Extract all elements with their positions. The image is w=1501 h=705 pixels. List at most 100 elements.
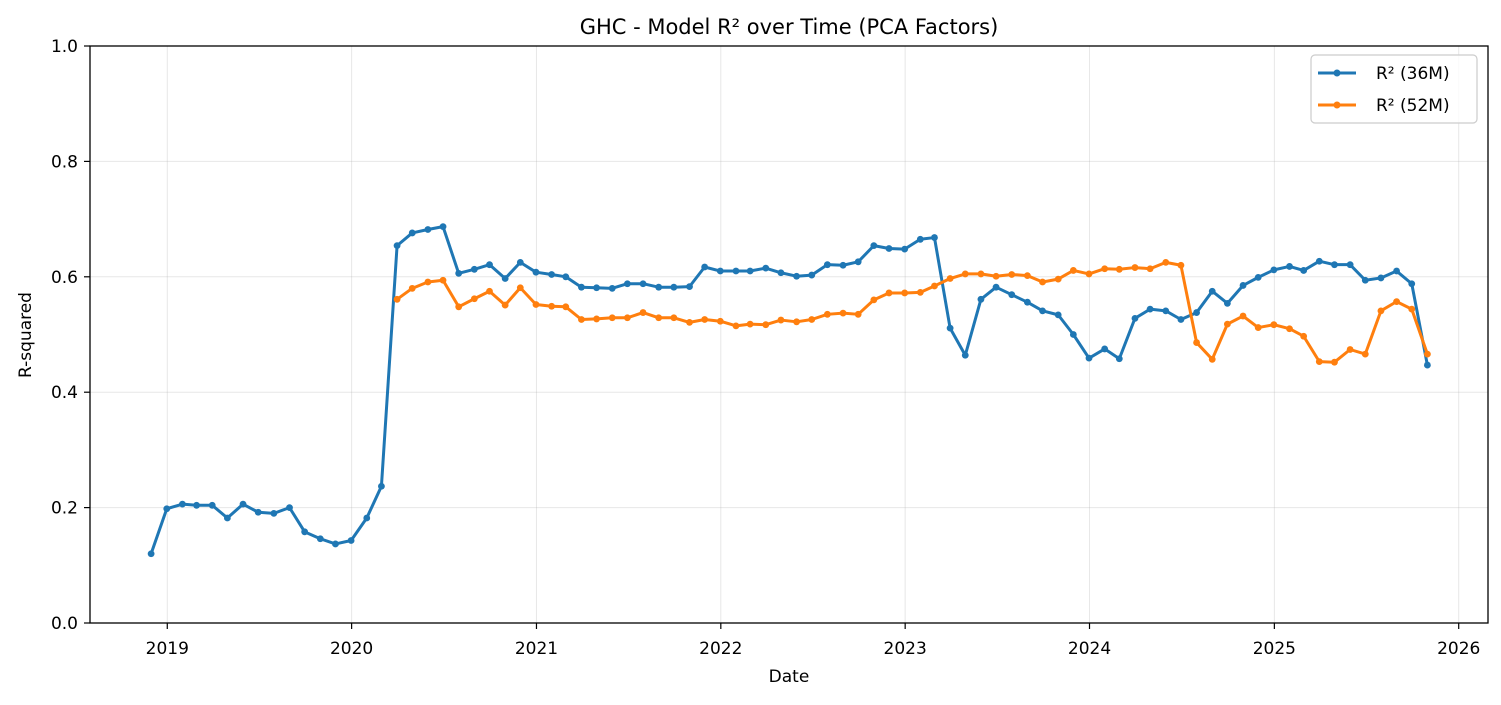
legend-marker-r2-52m — [1333, 101, 1341, 109]
data-point-r2-52m — [1069, 267, 1077, 274]
data-point-r2-36m — [1023, 298, 1031, 306]
data-point-r2-36m — [1270, 266, 1278, 274]
data-point-r2-36m — [179, 500, 186, 508]
x-axis-label: Date — [769, 667, 810, 687]
data-point-r2-36m — [977, 295, 985, 303]
legend: R² (36M) R² (52M) — [1310, 54, 1478, 124]
data-point-r2-36m — [378, 482, 385, 490]
data-point-r2-36m — [1208, 287, 1216, 295]
data-point-r2-52m — [1423, 350, 1431, 358]
x-tick-label: 2021 — [515, 639, 558, 659]
data-point-r2-36m — [254, 508, 262, 516]
data-point-r2-36m — [854, 258, 862, 266]
data-point-r2-52m — [992, 272, 1000, 280]
data-point-r2-36m — [885, 245, 893, 252]
data-point-r2-36m — [286, 504, 293, 511]
data-point-r2-52m — [562, 303, 570, 311]
data-point-r2-36m — [701, 263, 709, 271]
data-point-r2-52m — [1408, 305, 1416, 313]
data-point-r2-52m — [1193, 339, 1200, 346]
data-point-r2-52m — [1393, 298, 1400, 306]
data-point-r2-36m — [1177, 316, 1185, 323]
data-point-r2-36m — [532, 268, 540, 276]
data-point-r2-36m — [670, 283, 678, 291]
data-point-r2-52m — [732, 322, 740, 330]
chart-title: GHC - Model R² over Time (PCA Factors) — [580, 15, 999, 39]
data-point-r2-52m — [532, 301, 540, 308]
data-point-r2-36m — [608, 284, 616, 292]
data-point-r2-36m — [208, 501, 216, 509]
data-point-r2-36m — [808, 271, 816, 279]
data-point-r2-36m — [548, 271, 556, 278]
data-point-r2-52m — [1270, 321, 1278, 329]
data-point-r2-52m — [578, 316, 585, 323]
data-point-r2-52m — [931, 282, 938, 290]
data-point-r2-36m — [686, 283, 693, 291]
data-point-r2-36m — [470, 265, 478, 273]
data-point-r2-36m — [316, 535, 324, 543]
x-tick-label: 2026 — [1437, 639, 1480, 659]
data-point-r2-36m — [1223, 299, 1231, 307]
data-point-r2-52m — [1177, 261, 1185, 269]
data-point-r2-36m — [1085, 354, 1093, 362]
data-point-r2-52m — [701, 316, 709, 323]
data-point-r2-52m — [1039, 278, 1046, 286]
data-point-r2-52m — [839, 309, 847, 317]
data-point-r2-52m — [1162, 258, 1170, 266]
data-point-r2-52m — [501, 301, 509, 309]
data-point-r2-52m — [885, 289, 893, 297]
y-tick-label: 0.8 — [51, 152, 78, 172]
data-point-r2-52m — [593, 315, 600, 323]
data-point-r2-52m — [408, 284, 416, 292]
data-point-r2-36m — [1393, 267, 1400, 275]
data-point-r2-52m — [946, 275, 954, 282]
data-point-r2-36m — [1115, 355, 1123, 363]
data-point-r2-52m — [670, 314, 678, 322]
data-point-r2-36m — [931, 234, 938, 241]
data-point-r2-36m — [916, 235, 924, 243]
data-point-r2-52m — [516, 284, 524, 292]
data-point-r2-52m — [455, 303, 463, 311]
data-point-r2-52m — [1146, 265, 1154, 273]
data-point-r2-36m — [639, 280, 647, 288]
y-tick-label: 0.4 — [51, 383, 78, 403]
data-point-r2-36m — [901, 245, 909, 253]
data-point-r2-52m — [961, 270, 969, 278]
data-point-r2-36m — [1193, 309, 1200, 316]
legend-marker-r2-36m — [1333, 69, 1341, 77]
data-point-r2-52m — [655, 314, 663, 322]
y-axis: 0.0 0.2 0.4 0.6 0.8 1.0 — [51, 37, 90, 634]
data-point-r2-36m — [1101, 345, 1109, 353]
data-point-r2-52m — [977, 270, 985, 278]
series-line-r2-36m — [149, 225, 1430, 556]
x-tick-label: 2025 — [1253, 639, 1296, 659]
data-point-r2-36m — [486, 261, 493, 269]
grid — [90, 45, 1488, 624]
y-tick-label: 0.0 — [51, 614, 78, 634]
data-point-r2-36m — [732, 267, 740, 275]
data-point-r2-52m — [1223, 320, 1231, 328]
data-point-r2-36m — [655, 283, 663, 291]
data-point-r2-36m — [347, 537, 355, 544]
data-point-r2-52m — [1346, 346, 1354, 353]
data-point-r2-36m — [147, 550, 155, 558]
data-point-r2-36m — [992, 283, 1000, 291]
data-point-r2-36m — [777, 269, 785, 277]
data-point-r2-52m — [823, 310, 831, 318]
data-point-r2-36m — [762, 264, 770, 272]
y-tick-label: 0.2 — [51, 499, 78, 519]
data-point-r2-36m — [1423, 361, 1431, 369]
data-point-r2-36m — [1377, 274, 1385, 282]
legend-label-r2-36m: R² (36M) — [1376, 64, 1450, 84]
data-point-r2-36m — [1054, 311, 1062, 319]
data-point-r2-52m — [793, 318, 800, 326]
data-point-r2-36m — [1408, 280, 1416, 288]
data-point-r2-52m — [1331, 358, 1338, 366]
data-point-r2-36m — [501, 275, 509, 282]
data-point-r2-52m — [470, 295, 478, 303]
data-point-r2-36m — [1254, 273, 1262, 281]
data-point-r2-52m — [1115, 265, 1123, 273]
data-point-r2-36m — [1239, 282, 1247, 289]
